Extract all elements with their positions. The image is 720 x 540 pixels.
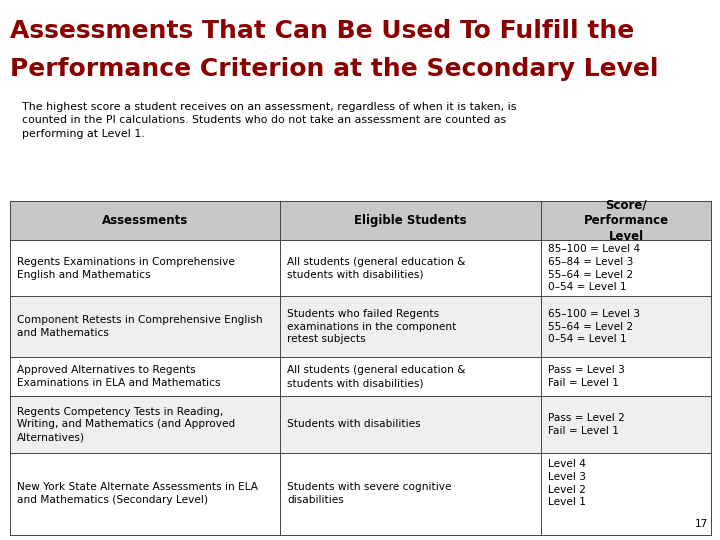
- Text: All students (general education &
students with disabilities): All students (general education & studen…: [287, 366, 466, 388]
- Text: Performance Criterion at the Secondary Level: Performance Criterion at the Secondary L…: [10, 57, 659, 80]
- Text: Assessments That Can Be Used To Fulfill the: Assessments That Can Be Used To Fulfill …: [10, 19, 634, 43]
- Text: New York State Alternate Assessments in ELA
and Mathematics (Secondary Level): New York State Alternate Assessments in …: [17, 482, 258, 505]
- Text: Eligible Students: Eligible Students: [354, 214, 467, 227]
- Text: Students with severe cognitive
disabilities: Students with severe cognitive disabilit…: [287, 482, 451, 505]
- Text: Component Retests in Comprehensive English
and Mathematics: Component Retests in Comprehensive Engli…: [17, 315, 263, 338]
- Text: The highest score a student receives on an assessment, regardless of when it is : The highest score a student receives on …: [22, 102, 516, 139]
- Text: Pass = Level 3
Fail = Level 1: Pass = Level 3 Fail = Level 1: [548, 366, 625, 388]
- Text: Students who failed Regents
examinations in the component
retest subjects: Students who failed Regents examinations…: [287, 309, 456, 345]
- Text: Students with disabilities: Students with disabilities: [287, 420, 421, 429]
- Text: Regents Competency Tests in Reading,
Writing, and Mathematics (and Approved
Alte: Regents Competency Tests in Reading, Wri…: [17, 407, 235, 442]
- Text: Approved Alternatives to Regents
Examinations in ELA and Mathematics: Approved Alternatives to Regents Examina…: [17, 366, 221, 388]
- Text: Level 4
Level 3
Level 2
Level 1: Level 4 Level 3 Level 2 Level 1: [548, 459, 586, 508]
- Text: Score/
Performance
Level: Score/ Performance Level: [584, 198, 669, 243]
- Text: 17: 17: [695, 519, 708, 529]
- Text: Pass = Level 2
Fail = Level 1: Pass = Level 2 Fail = Level 1: [548, 413, 625, 436]
- Text: Assessments: Assessments: [102, 214, 188, 227]
- Text: 65–100 = Level 3
55–64 = Level 2
0–54 = Level 1: 65–100 = Level 3 55–64 = Level 2 0–54 = …: [548, 309, 640, 345]
- Text: Regents Examinations in Comprehensive
English and Mathematics: Regents Examinations in Comprehensive En…: [17, 257, 235, 280]
- Text: All students (general education &
students with disabilities): All students (general education & studen…: [287, 257, 466, 280]
- Text: 85–100 = Level 4
65–84 = Level 3
55–64 = Level 2
0–54 = Level 1: 85–100 = Level 4 65–84 = Level 3 55–64 =…: [548, 244, 640, 293]
